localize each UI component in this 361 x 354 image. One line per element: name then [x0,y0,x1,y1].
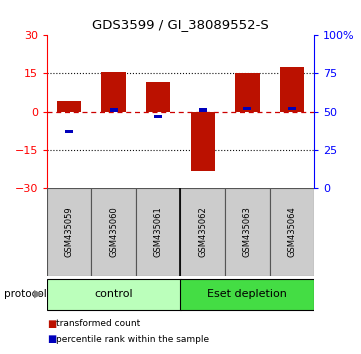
Bar [279,67,304,112]
Bar [154,115,162,118]
Bar [65,130,73,133]
Bar [101,72,126,112]
Bar [180,279,314,310]
Bar [288,107,296,110]
Bar [146,82,170,112]
Bar [180,188,225,276]
Bar [225,188,270,276]
Bar [57,101,82,112]
Bar [91,188,136,276]
Bar [243,107,251,110]
Text: GSM435061: GSM435061 [154,206,163,257]
Bar [199,108,207,112]
Text: GSM435060: GSM435060 [109,206,118,257]
Text: GDS3599 / GI_38089552-S: GDS3599 / GI_38089552-S [92,18,269,31]
Text: GSM435062: GSM435062 [198,206,207,257]
Text: ▶: ▶ [34,289,42,299]
Text: percentile rank within the sample: percentile rank within the sample [56,335,209,344]
Text: Eset depletion: Eset depletion [207,289,287,299]
Text: GSM435063: GSM435063 [243,206,252,257]
Bar [270,188,314,276]
Bar [235,73,260,112]
Bar [47,279,180,310]
Bar [110,108,118,112]
Text: control: control [95,289,133,299]
Bar [47,188,91,276]
Text: GSM435059: GSM435059 [65,206,74,257]
Text: transformed count: transformed count [56,319,140,329]
Text: GSM435064: GSM435064 [287,206,296,257]
Bar [191,112,215,171]
Text: ■: ■ [47,334,56,344]
Bar [136,188,180,276]
Text: protocol: protocol [4,289,46,299]
Text: ■: ■ [47,319,56,329]
